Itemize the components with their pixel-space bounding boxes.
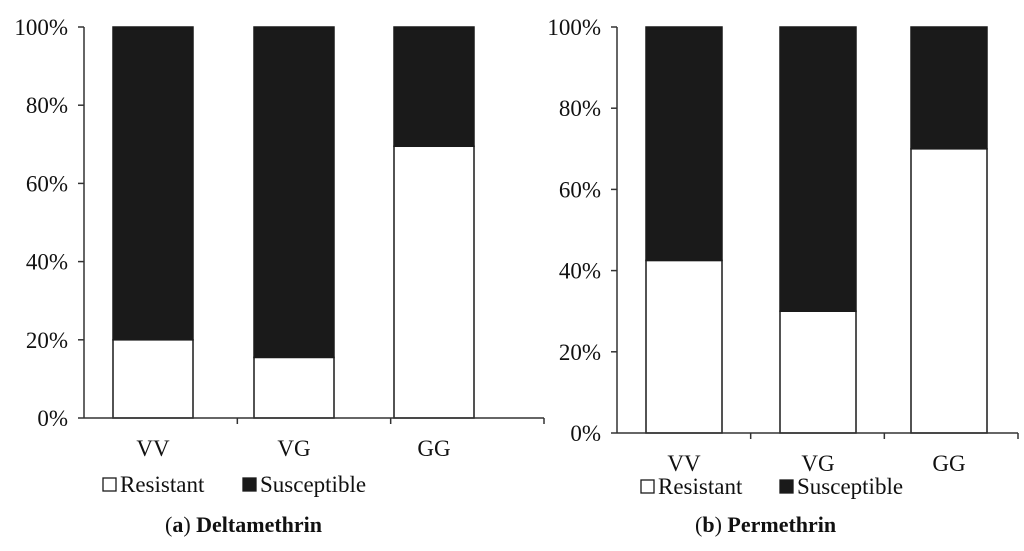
legend-label-susceptible: Susceptible xyxy=(797,474,903,499)
caption-panel-letter: b xyxy=(702,512,714,537)
y-tick-label: 20% xyxy=(559,340,601,365)
bar-susceptible-vv xyxy=(112,26,194,341)
panel-deltamethrin: 0% 20% 40% 60% 80% 100% VV VG GG Resistant Suscept… xyxy=(14,15,545,537)
y-tick-label: 0% xyxy=(570,421,601,446)
y-tick-label: 60% xyxy=(26,171,68,196)
panel-permethrin: 0% 20% 40% 60% 80% 100% VV VG GG Resistant Suscept… xyxy=(547,15,1019,537)
x-tick-label: GG xyxy=(932,451,965,476)
bar-susceptible-gg xyxy=(910,26,988,150)
y-tick-label: 60% xyxy=(559,177,601,202)
bar-resistant-vv xyxy=(645,259,723,434)
y-tick-label: 100% xyxy=(547,15,601,40)
bar-susceptible-gg xyxy=(393,26,475,148)
x-tick-label: GG xyxy=(417,436,450,461)
bar-resistant-vv xyxy=(112,339,194,419)
chart-title: Deltamethrin xyxy=(196,512,322,537)
chart-caption: (b) Permethrin xyxy=(695,512,836,537)
x-tick-label: VV xyxy=(136,436,170,461)
bar-resistant-gg xyxy=(910,148,988,434)
y-tick-label: 80% xyxy=(559,96,601,121)
y-tick-label: 40% xyxy=(559,259,601,284)
bar-susceptible-vv xyxy=(645,26,723,262)
legend-swatch-resistant xyxy=(102,477,117,492)
y-tick-label: 100% xyxy=(14,15,68,40)
bar-resistant-vg xyxy=(253,356,335,419)
chart-caption: (a) Deltamethrin xyxy=(165,512,322,537)
bar-susceptible-vg xyxy=(253,26,335,359)
legend-swatch-susceptible xyxy=(242,477,257,492)
bar-resistant-gg xyxy=(393,145,475,419)
chart-title: Permethrin xyxy=(727,512,836,537)
legend-swatch-susceptible xyxy=(779,479,794,494)
legend-label-resistant: Resistant xyxy=(120,472,205,497)
x-tick-label: VG xyxy=(801,451,834,476)
legend-swatch-resistant xyxy=(640,479,655,494)
legend-label-susceptible: Susceptible xyxy=(260,472,366,497)
y-tick-label: 0% xyxy=(37,406,68,431)
x-tick-label: VV xyxy=(667,451,701,476)
y-tick-label: 80% xyxy=(26,93,68,118)
x-tick-label: VG xyxy=(277,436,310,461)
bar-susceptible-vg xyxy=(779,26,857,312)
y-tick-label: 20% xyxy=(26,328,68,353)
bar-resistant-vg xyxy=(779,310,857,434)
y-tick-label: 40% xyxy=(26,250,68,275)
caption-panel-letter: a xyxy=(172,512,183,537)
legend-label-resistant: Resistant xyxy=(658,474,743,499)
